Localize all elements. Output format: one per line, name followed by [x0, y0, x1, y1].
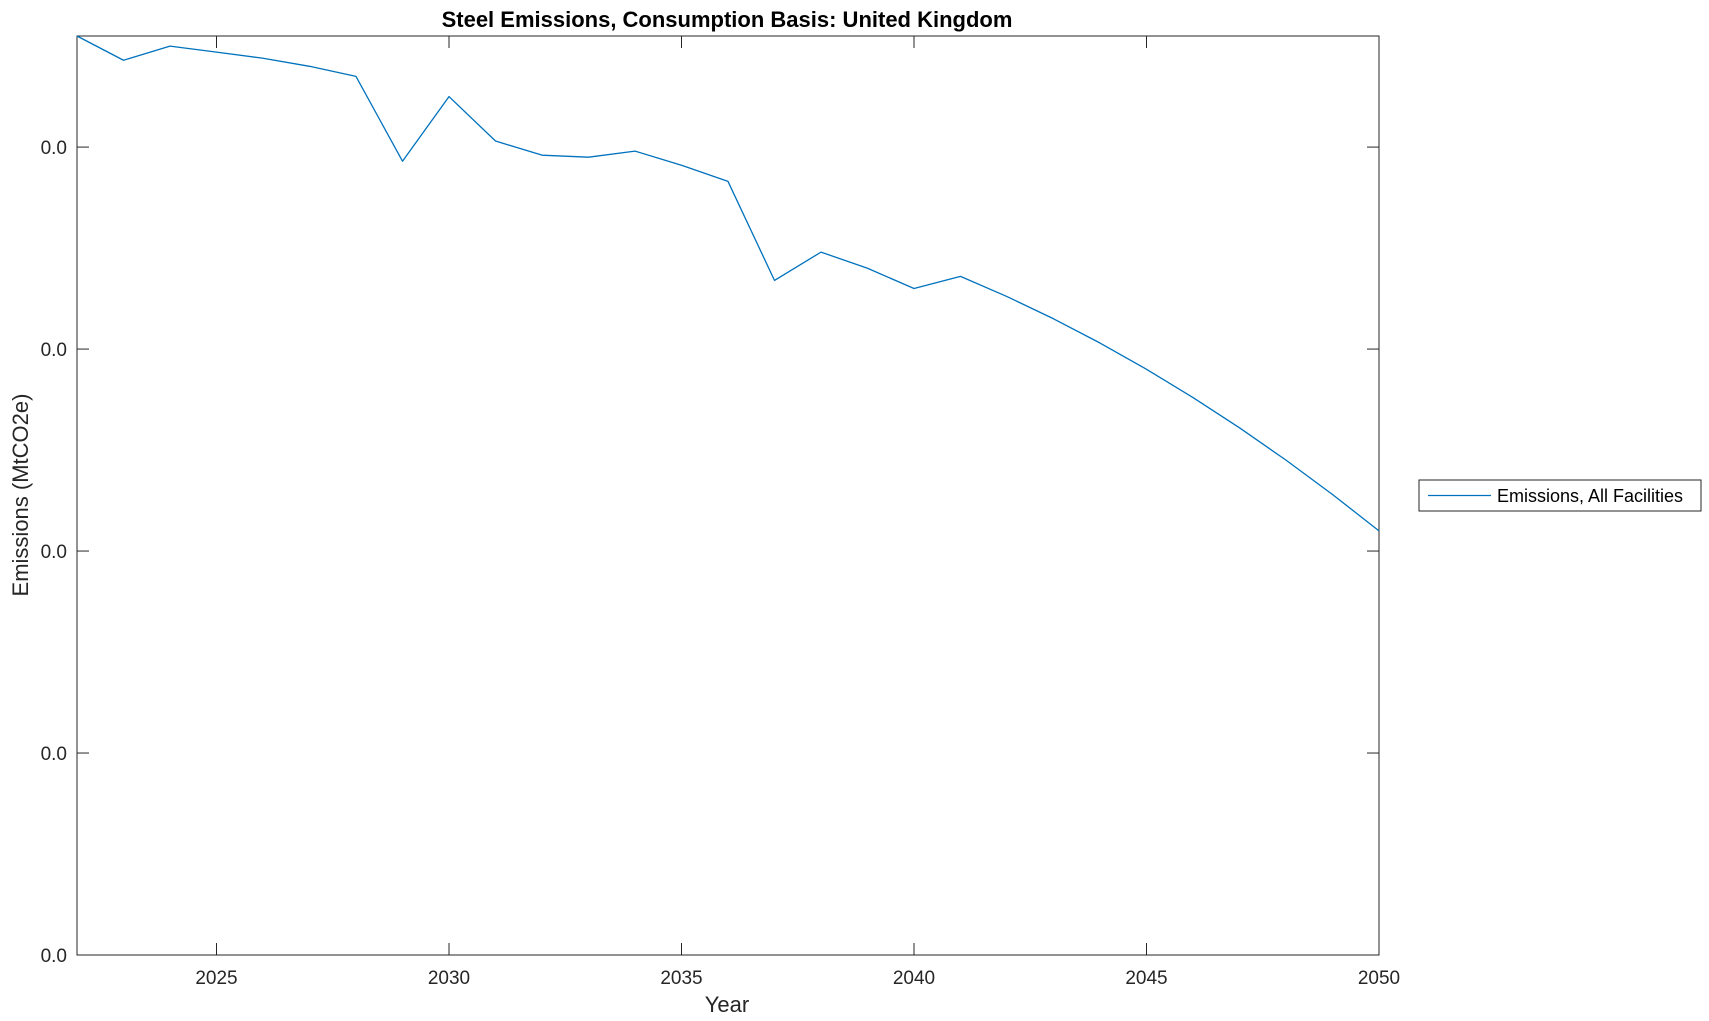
- y-tick-label: 0.0: [41, 744, 67, 765]
- y-axis-label: Emissions (MtCO2e): [8, 394, 33, 597]
- y-axis: 0.0 0.0 0.0 0.0 0.0: [41, 138, 1379, 967]
- legend: Emissions, All Facilities: [1418, 479, 1702, 512]
- y-tick-label: 0.0: [41, 340, 67, 361]
- x-tick-label: 2025: [195, 968, 237, 989]
- x-tick-label: 2050: [1358, 968, 1400, 989]
- y-tick-label: 0.0: [41, 542, 67, 563]
- y-tick-label: 0.0: [41, 946, 67, 967]
- x-tick-label: 2045: [1125, 968, 1167, 989]
- x-tick-label: 2040: [893, 968, 935, 989]
- chart-title: Steel Emissions, Consumption Basis: Unit…: [442, 7, 1013, 32]
- plot-area: [76, 35, 1380, 956]
- series-line: [76, 35, 1380, 532]
- x-axis-label: Year: [705, 992, 749, 1017]
- y-tick-label: 0.0: [41, 138, 67, 159]
- legend-entry: Emissions, All Facilities: [1497, 486, 1683, 506]
- x-tick-label: 2030: [428, 968, 470, 989]
- x-axis: 2025 2030 2035 2040 2045 2050: [195, 36, 1400, 989]
- series-layer: [76, 35, 1380, 532]
- x-tick-label: 2035: [660, 968, 702, 989]
